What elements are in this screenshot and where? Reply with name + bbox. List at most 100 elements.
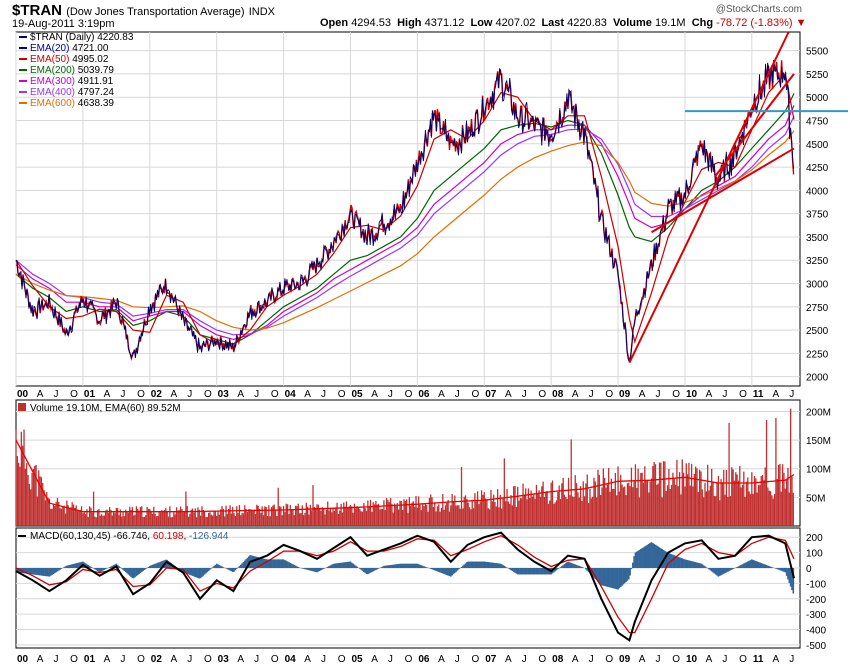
macd-value: -66.746	[113, 531, 147, 542]
price-x-tick-label: 01	[84, 389, 96, 400]
macd-x-tick-label: J	[455, 654, 460, 665]
price-x-tick-label: J	[254, 389, 259, 400]
low-label: Low	[470, 17, 493, 29]
price-x-tick-label: A	[371, 389, 378, 400]
price-trendline	[714, 73, 795, 178]
macd-x-tick-label: O	[271, 654, 279, 665]
price-x-tick-label: 06	[418, 389, 430, 400]
price-x-tick-label: A	[572, 389, 579, 400]
open-value: 4294.53	[351, 17, 391, 29]
price-y-tick-label: 2750	[806, 303, 829, 314]
price-legend-entry: EMA(20) 4721.00	[30, 43, 109, 54]
price-legend-entry: EMA(50) 4995.02	[30, 54, 109, 65]
price-legend-value: 4638.39	[78, 98, 115, 109]
price-legend-name: EMA(600)	[30, 98, 78, 109]
price-x-tick-label: A	[304, 389, 311, 400]
price-x-tick-label: 00	[17, 389, 29, 400]
price-x-tick-label: 04	[285, 389, 297, 400]
price-x-tick-label: J	[722, 389, 727, 400]
macd-x-tick-label: 11	[753, 654, 764, 665]
macd-x-tick-label: 07	[485, 654, 497, 665]
macd-x-tick-label: A	[37, 654, 44, 665]
price-x-tick-label: 11	[753, 389, 764, 400]
price-legend-name: EMA(200)	[30, 65, 78, 76]
macd-x-tick-label: 08	[552, 654, 564, 665]
price-x-tick-label: A	[438, 389, 445, 400]
volume-value: 19.1M	[655, 17, 686, 29]
symbol: $TRAN	[12, 2, 63, 19]
macd-x-tick-label: A	[171, 654, 178, 665]
macd-x-tick-label: 01	[84, 654, 96, 665]
price-legend-entry: EMA(300) 4911.91	[30, 76, 114, 87]
chg-value: -78.72 (-1.83%)	[716, 17, 793, 29]
macd-x-tick-label: A	[572, 654, 579, 665]
price-x-tick-label: J	[53, 389, 58, 400]
volume-y-tick-label: 150M	[806, 436, 831, 447]
price-y-tick-label: 2000	[806, 373, 829, 384]
macd-legend-title: MACD(60,130,45) -66.746, 60.198, -126.94…	[30, 531, 229, 542]
price-legend-entry: $TRAN (Daily) 4220.83	[30, 32, 134, 43]
macd-x-tick-label: 06	[418, 654, 430, 665]
price-y-tick-label: 5000	[806, 93, 829, 104]
signal-value: 60.198	[153, 531, 184, 542]
macd-x-tick-label: O	[204, 654, 212, 665]
macd-x-tick-label: A	[371, 654, 378, 665]
chart-header: $TRAN (Dow Jones Transportation Average)…	[0, 0, 850, 32]
macd-x-tick-label: 05	[351, 654, 363, 665]
macd-y-tick-label: 200	[806, 533, 823, 544]
price-x-tick-label: A	[773, 389, 780, 400]
price-y-tick-label: 3250	[806, 256, 829, 267]
macd-name: MACD(60,130,45)	[30, 531, 111, 542]
macd-x-tick-label: 00	[17, 654, 29, 665]
macd-x-tick-label: J	[722, 654, 727, 665]
chart-title: $TRAN (Dow Jones Transportation Average)…	[12, 2, 275, 19]
macd-x-tick-label: A	[438, 654, 445, 665]
price-legend-name: EMA(300)	[30, 76, 78, 87]
macd-y-tick-label: -400	[806, 626, 826, 637]
macd-x-tick-label: A	[304, 654, 311, 665]
macd-x-tick-label: O	[405, 654, 413, 665]
price-legend-name: EMA(20)	[30, 43, 72, 54]
histogram-value: -126.944	[189, 531, 229, 542]
price-legend-value: 4995.02	[72, 54, 109, 65]
price-x-tick-label: A	[237, 389, 244, 400]
price-x-tick-label: 05	[351, 389, 363, 400]
volume-panel: 50M 100M 150M 200M Volume 19.10M, EMA(60) 8…	[15, 399, 831, 527]
price-y-tick-label: 4750	[806, 117, 829, 128]
price-x-tick-label: O	[338, 389, 346, 400]
macd-x-tick-label: O	[672, 654, 680, 665]
price-grid	[15, 32, 800, 386]
macd-y-tick-label: -200	[806, 595, 826, 606]
price-close-line	[15, 59, 795, 363]
price-x-tick-label: J	[522, 389, 527, 400]
low-value: 4207.02	[495, 17, 536, 29]
quote-date: 19-Aug-2011 3:19pm	[12, 18, 115, 30]
price-y-tick-label: 4250	[806, 163, 829, 174]
price-legend-name: EMA(50)	[30, 54, 72, 65]
price-panel: 2000 2250 2500 2750 3000 3250 3500 3750 4000 4250…	[15, 31, 848, 387]
price-x-tick-label: O	[405, 389, 413, 400]
macd-y-axis: -500 -400 -300 -200 -100 0 100 200	[806, 533, 826, 652]
volume-y-tick-label: 100M	[806, 465, 831, 476]
macd-x-tick-label: O	[538, 654, 546, 665]
macd-panel: -500 -400 -300 -200 -100 0 100 200 MACD(60,130,…	[15, 527, 826, 652]
price-x-tick-label: O	[538, 389, 546, 400]
price-x-tick-label: A	[104, 389, 111, 400]
price-x-tick-label: J	[789, 389, 794, 400]
macd-x-tick-label: 03	[218, 654, 230, 665]
price-legend-entry: EMA(600) 4638.39	[30, 98, 114, 109]
price-x-tick-label: A	[639, 389, 646, 400]
price-x-tick-label: O	[739, 389, 747, 400]
macd-x-axis: 00 A J O 01 A J O 02 A J O 03 A J O 04 A J O 05 A J O 06 A J O 07 A J O…	[17, 654, 794, 665]
price-x-tick-label: 03	[218, 389, 230, 400]
macd-x-tick-label: J	[254, 654, 259, 665]
price-x-tick-label: A	[706, 389, 713, 400]
macd-x-tick-label: J	[655, 654, 660, 665]
price-y-tick-label: 4500	[806, 140, 829, 151]
price-y-tick-label: 5500	[806, 47, 829, 58]
chg-label: Chg	[691, 17, 714, 29]
price-x-tick-label: J	[120, 389, 125, 400]
price-ema50-line	[15, 72, 795, 345]
